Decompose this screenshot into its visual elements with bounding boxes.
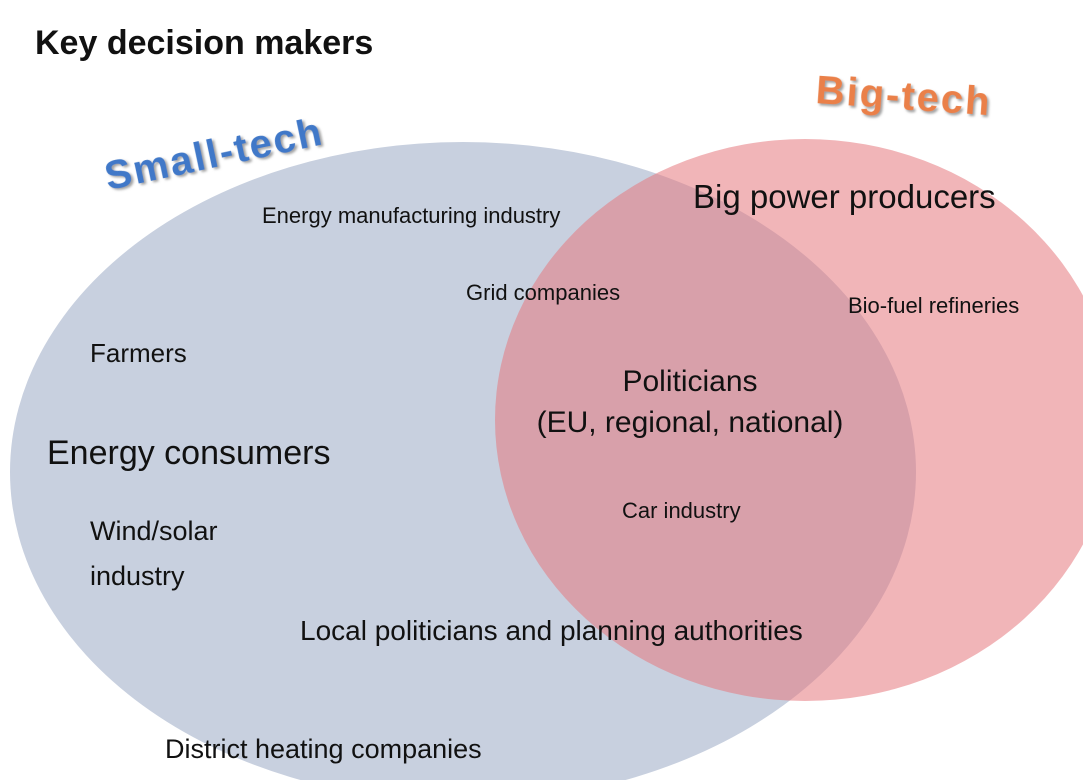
item-label: Wind/solar	[90, 516, 218, 546]
item-label: Energy manufacturing industry	[262, 203, 560, 228]
big-tech-set	[495, 139, 1083, 701]
item-label: Car industry	[622, 498, 741, 523]
item-label: Politicians	[622, 365, 757, 398]
item-label: Energy consumers	[47, 434, 330, 472]
items: Energy manufacturing industry Big power p…	[47, 178, 1019, 764]
item-label: Big power producers	[693, 178, 996, 215]
item-label: District heating companies	[165, 734, 482, 764]
set-label: Big-tech	[814, 68, 993, 124]
item-label: (EU, regional, national)	[537, 406, 844, 439]
title: Key decision makers	[35, 24, 373, 62]
item-label: Local politicians and planning authoriti…	[300, 615, 803, 646]
item-label: Bio-fuel refineries	[848, 293, 1019, 318]
item-label: Farmers	[90, 338, 187, 368]
item-label: Grid companies	[466, 280, 620, 305]
item-label: industry	[90, 561, 185, 591]
